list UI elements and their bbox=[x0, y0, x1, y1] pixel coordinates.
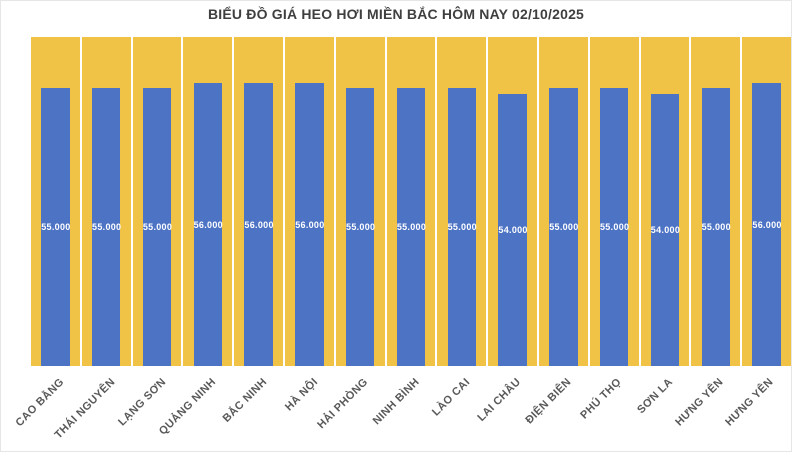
x-axis-label: HẢI PHÒNG bbox=[315, 376, 371, 432]
category-panel: 56.000 bbox=[284, 37, 334, 366]
x-axis-label: BẮC NINH bbox=[220, 376, 270, 425]
x-axis-label: LẠNG SƠN bbox=[115, 376, 169, 429]
x-axis-label: SƠN LA bbox=[634, 376, 675, 417]
bar-data-label: 55.000 bbox=[549, 222, 579, 232]
chart-title: BIỂU ĐỒ GIÁ HEO HƠI MIỀN BẮC HÔM NAY 02/… bbox=[207, 6, 585, 22]
bar: 54.000 bbox=[650, 94, 681, 366]
plot-area: 55.000 55.000 55.000 56.000 56.000 56.000 55.0… bbox=[31, 37, 791, 366]
bar-data-label: 56.000 bbox=[193, 219, 223, 230]
bar: 55.000 bbox=[447, 88, 477, 366]
category-panel: 56.000 bbox=[183, 37, 233, 366]
category-panel: 54.000 bbox=[640, 37, 690, 366]
bar-data-label: 55.000 bbox=[92, 222, 122, 232]
category-panel: 56.000 bbox=[234, 37, 283, 366]
x-axis-label: NINH BÌNH bbox=[370, 376, 422, 428]
x-axis-label: HÀ NỘI bbox=[282, 376, 321, 414]
bar: 55.000 bbox=[346, 88, 376, 366]
bar: 56.000 bbox=[193, 83, 223, 366]
category-panel: 54.000 bbox=[488, 37, 537, 366]
category-panel: 55.000 bbox=[589, 37, 639, 366]
bar-data-label: 54.000 bbox=[498, 225, 528, 235]
x-axis-label: CAO BẰNG bbox=[13, 376, 67, 430]
bar-data-label: 55.000 bbox=[142, 222, 173, 232]
category-panel: 55.000 bbox=[335, 37, 385, 366]
bar: 55.000 bbox=[549, 88, 579, 366]
bar-data-label: 55.000 bbox=[701, 222, 731, 232]
bar-data-label: 55.000 bbox=[346, 222, 376, 232]
x-axis-label: HƯNG YÊN bbox=[723, 376, 777, 429]
bar-data-label: 55.000 bbox=[447, 222, 477, 232]
category-panel: 55.000 bbox=[132, 37, 182, 366]
x-axis-labels: CAO BẰNG THÁI NGUYÊN LẠNG SƠN QUẢNG NINH BẮC… bbox=[14, 366, 791, 452]
bar: 55.000 bbox=[396, 88, 427, 366]
bar: 55.000 bbox=[142, 88, 173, 366]
bar: 55.000 bbox=[41, 88, 71, 366]
x-axis-label: ĐIỆN BIÊN bbox=[523, 376, 574, 427]
bar-data-label: 56.000 bbox=[752, 219, 782, 230]
bar-data-label: 54.000 bbox=[650, 225, 681, 235]
bar: 56.000 bbox=[752, 83, 782, 366]
bar: 54.000 bbox=[498, 94, 528, 366]
category-panel: 55.000 bbox=[437, 37, 487, 366]
bar: 55.000 bbox=[701, 88, 731, 366]
bar-data-label: 55.000 bbox=[41, 222, 71, 232]
bar: 56.000 bbox=[244, 83, 274, 366]
bar-data-label: 56.000 bbox=[244, 219, 274, 230]
bar: 55.000 bbox=[600, 88, 630, 366]
category-panel: 55.000 bbox=[691, 37, 741, 366]
bar-data-label: 55.000 bbox=[600, 222, 630, 232]
bar-data-label: 56.000 bbox=[295, 219, 325, 230]
category-panel: 56.000 bbox=[742, 37, 791, 366]
x-axis-label: LAI CHÂU bbox=[474, 376, 523, 424]
x-axis-label: LÀO CAI bbox=[429, 376, 473, 419]
category-panel: 55.000 bbox=[31, 37, 80, 366]
x-axis-label: HƯNG YÊN bbox=[672, 376, 726, 429]
chart-frame: BIỂU ĐỒ GIÁ HEO HƠI MIỀN BẮC HÔM NAY 02/… bbox=[0, 0, 792, 452]
x-axis-label: PHÚ THỌ bbox=[578, 376, 625, 422]
category-panel: 55.000 bbox=[81, 37, 131, 366]
bar: 55.000 bbox=[92, 88, 122, 366]
category-panel: 55.000 bbox=[386, 37, 436, 366]
category-panel: 55.000 bbox=[538, 37, 588, 366]
bar-data-label: 55.000 bbox=[396, 222, 427, 232]
bar: 56.000 bbox=[295, 83, 325, 366]
